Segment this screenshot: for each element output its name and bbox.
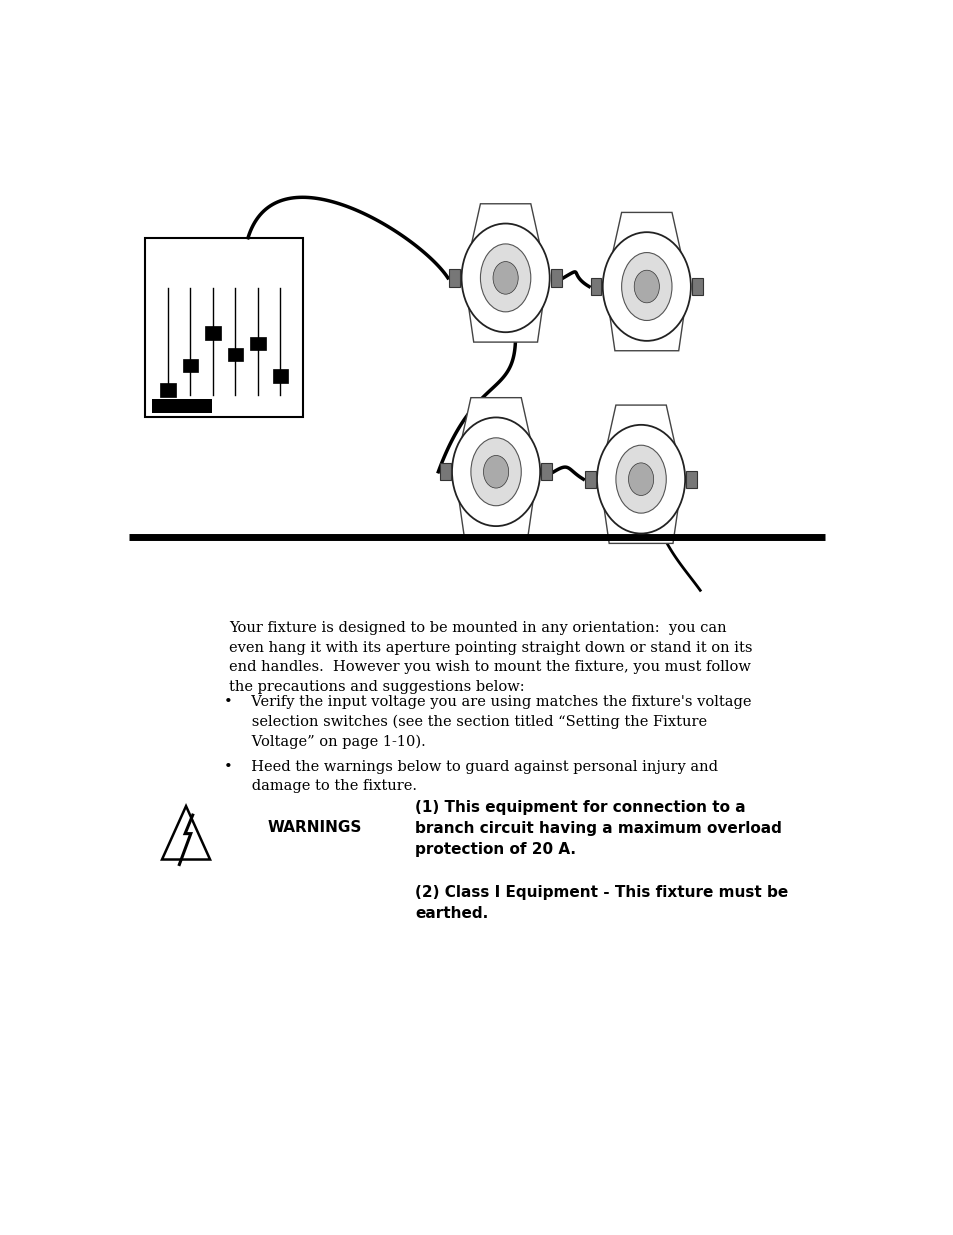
Ellipse shape: [452, 417, 539, 526]
Bar: [182, 358, 198, 372]
Circle shape: [628, 463, 653, 495]
Ellipse shape: [602, 232, 690, 341]
Bar: [205, 326, 220, 340]
Polygon shape: [600, 485, 680, 543]
Bar: [273, 369, 288, 383]
Ellipse shape: [461, 224, 549, 332]
Bar: [590, 278, 600, 295]
Polygon shape: [456, 478, 536, 536]
Bar: [439, 463, 450, 480]
Text: •    Heed the warnings below to guard against personal injury and
      damage t: • Heed the warnings below to guard again…: [224, 760, 718, 793]
Circle shape: [634, 270, 659, 303]
Text: Your fixture is designed to be mounted in any orientation:  you can
even hang it: Your fixture is designed to be mounted i…: [229, 621, 752, 694]
Ellipse shape: [480, 245, 530, 312]
Polygon shape: [606, 293, 686, 351]
Text: (1) This equipment for connection to a
branch circuit having a maximum overload
: (1) This equipment for connection to a b…: [415, 800, 781, 857]
Text: (2) Class I Equipment - This fixture must be
earthed.: (2) Class I Equipment - This fixture mus…: [415, 885, 787, 921]
Bar: [228, 348, 243, 361]
Polygon shape: [606, 212, 686, 280]
Polygon shape: [465, 204, 545, 272]
Circle shape: [493, 262, 517, 294]
Bar: [551, 269, 561, 287]
Bar: [160, 383, 175, 396]
FancyBboxPatch shape: [145, 237, 303, 417]
Ellipse shape: [616, 446, 665, 514]
Bar: [449, 269, 459, 287]
Circle shape: [483, 456, 508, 488]
Bar: [250, 337, 266, 351]
Polygon shape: [456, 398, 536, 466]
Bar: [692, 278, 702, 295]
Polygon shape: [162, 806, 210, 860]
Ellipse shape: [471, 438, 520, 506]
Text: •    Verify the input voltage you are using matches the fixture's voltage
      : • Verify the input voltage you are using…: [224, 695, 751, 750]
Bar: [584, 471, 595, 488]
Bar: [541, 463, 552, 480]
Ellipse shape: [597, 425, 684, 534]
Bar: [152, 399, 212, 414]
Text: WARNINGS: WARNINGS: [267, 820, 361, 835]
Bar: [686, 471, 697, 488]
Polygon shape: [465, 284, 545, 342]
Ellipse shape: [621, 253, 671, 321]
Polygon shape: [600, 405, 680, 473]
